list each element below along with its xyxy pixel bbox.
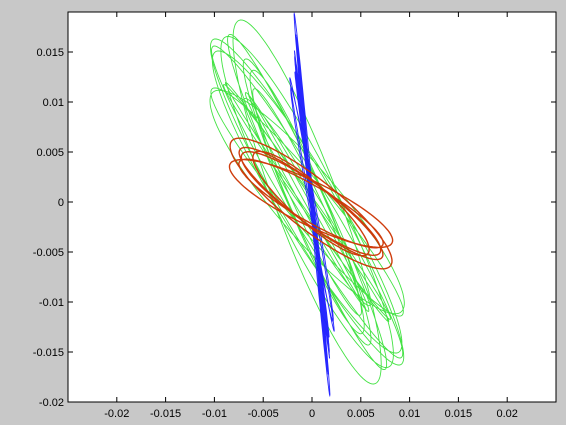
y-tick-label: 0.005 — [36, 147, 64, 159]
ticks-layer: -0.02 -0.015 -0.01 -0.005 0 0.005 0.01 0.015 0.0… — [33, 12, 556, 420]
x-tick-label: 0 — [309, 408, 315, 420]
blue-trajectory — [289, 11, 335, 398]
x-tick-label: 0.02 — [496, 408, 517, 420]
x-tick-label: -0.005 — [248, 408, 279, 420]
y-tick-label: -0.005 — [33, 247, 64, 259]
x-tick-label: 0.01 — [399, 408, 420, 420]
x-tick-label: -0.02 — [104, 408, 129, 420]
y-tick-label: 0 — [58, 197, 64, 209]
x-tick-label: -0.015 — [150, 408, 181, 420]
x-tick-label: 0.005 — [347, 408, 375, 420]
y-tick-label: -0.02 — [39, 397, 64, 409]
x-tick-label: -0.01 — [202, 408, 227, 420]
y-tick-label: 0.01 — [43, 97, 64, 109]
y-tick-label: -0.01 — [39, 297, 64, 309]
x-tick-label: 0.015 — [445, 408, 473, 420]
series-layer — [209, 11, 405, 398]
red-trajectory — [228, 137, 394, 270]
y-tick-label: 0.015 — [36, 47, 64, 59]
y-tick-label: -0.015 — [33, 347, 64, 359]
